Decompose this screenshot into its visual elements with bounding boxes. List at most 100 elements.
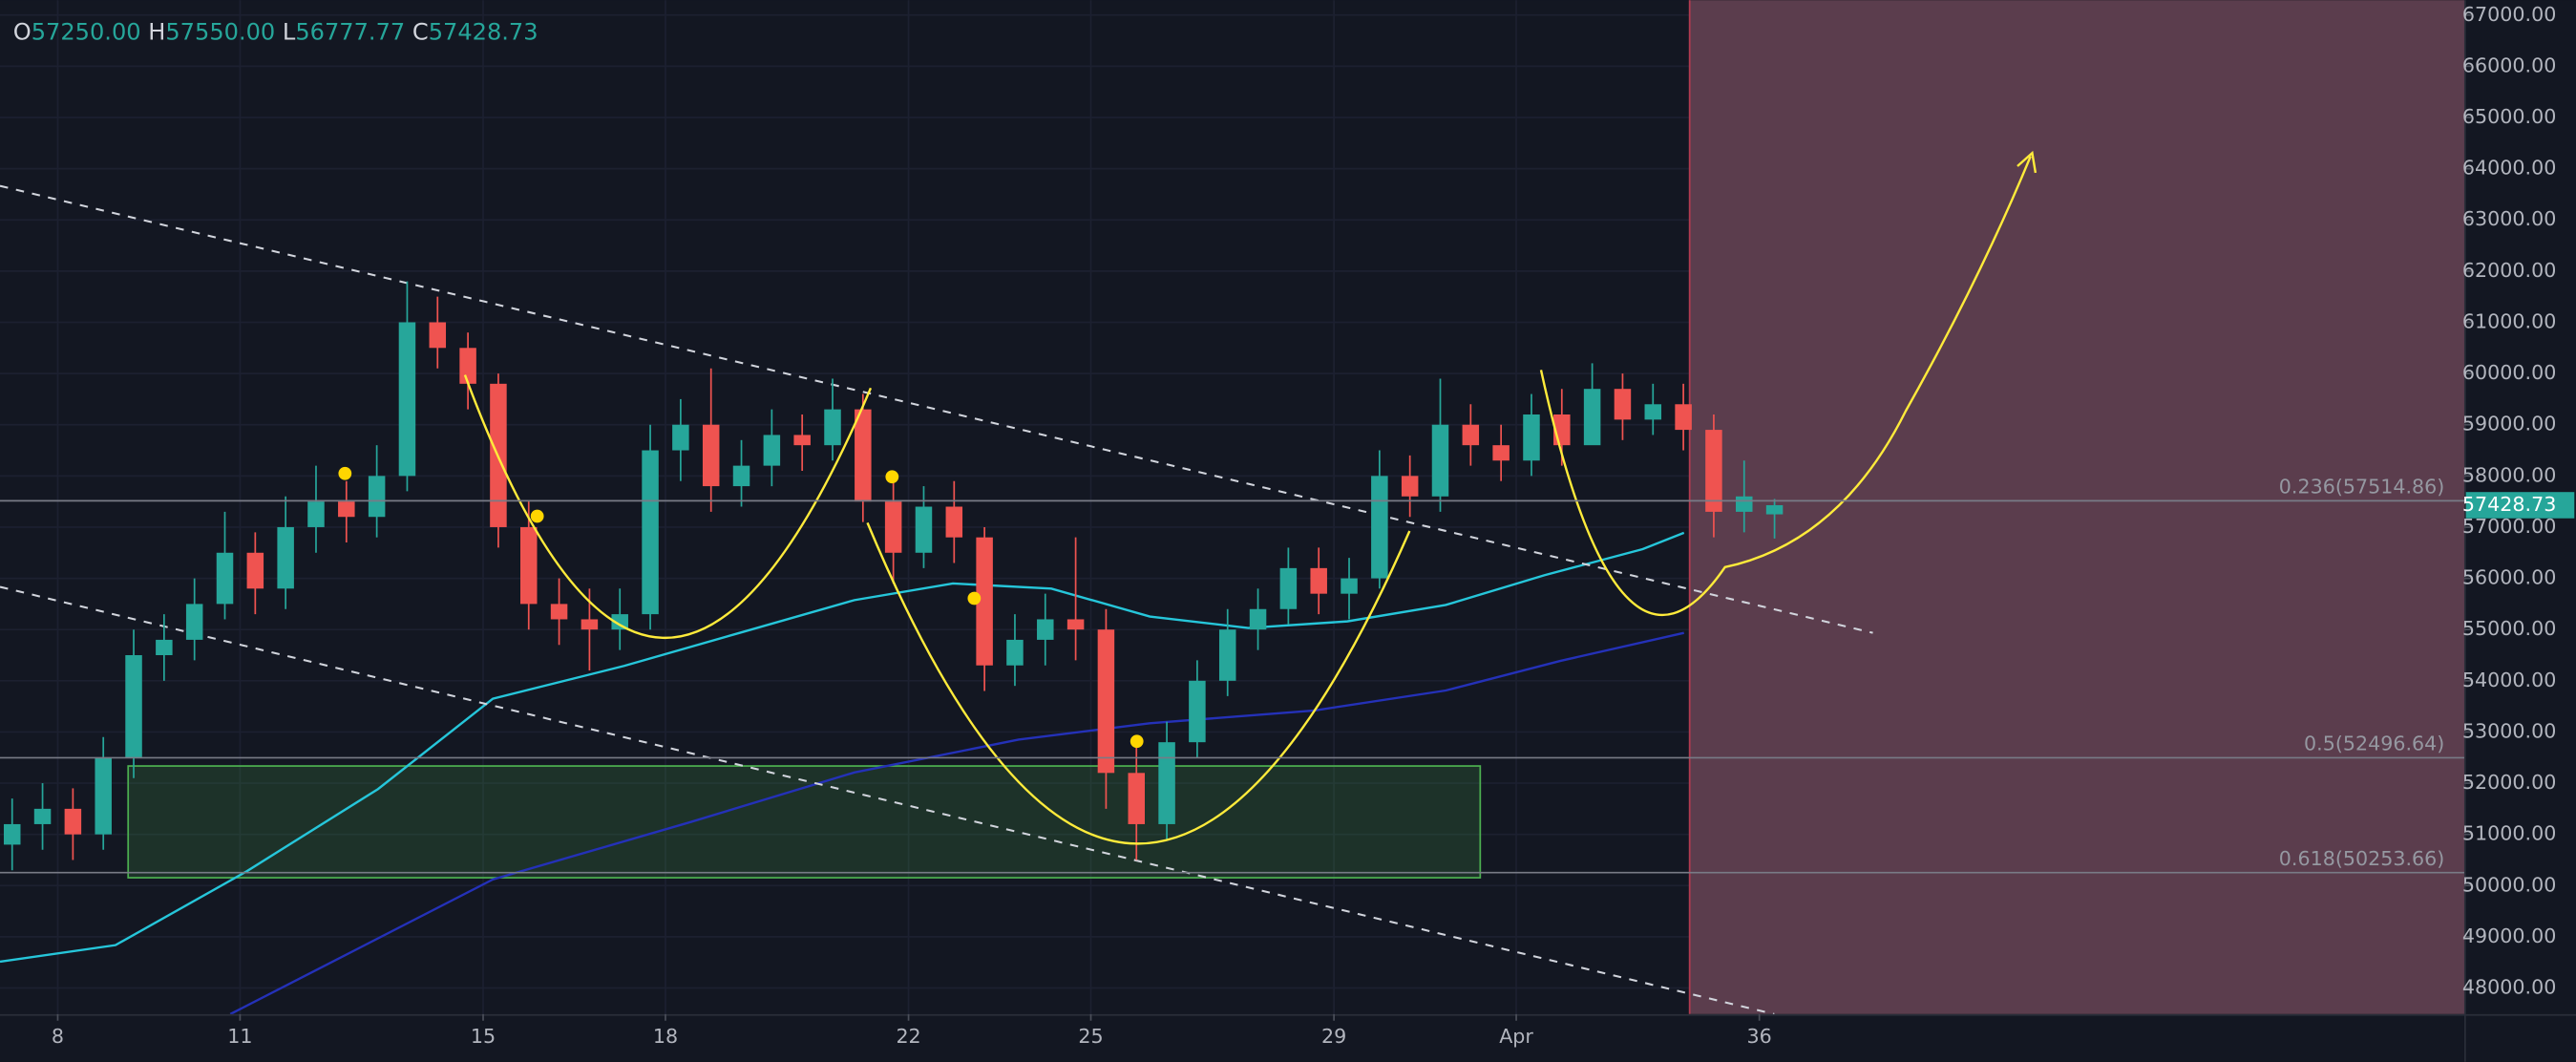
fib-label: 0.618(50253.66) [2279, 847, 2445, 870]
fib-label: 0.236(57514.86) [2279, 476, 2445, 499]
y-tick-label: 66000.00 [2462, 53, 2556, 76]
candle-body [1097, 629, 1115, 774]
fib-label: 0.5(52496.64) [2304, 733, 2444, 755]
candle-body [216, 552, 234, 605]
y-tick-label: 62000.00 [2462, 259, 2556, 282]
candle-body [550, 604, 568, 620]
candle-body [398, 322, 416, 477]
cup-curve [463, 374, 873, 639]
candle-body [915, 506, 933, 553]
x-tick-label: 29 [1321, 1025, 1346, 1048]
x-tick-label: Apr [1499, 1025, 1533, 1048]
candle-body [1066, 619, 1085, 630]
candle-body [246, 552, 264, 589]
ohlc-value: 57550.00 [165, 19, 275, 46]
y-tick-label: 53000.00 [2462, 719, 2556, 742]
candle-body [33, 808, 52, 824]
candle-body [125, 655, 142, 758]
highlight-zone [1688, 0, 2464, 1014]
candle-body [1644, 404, 1662, 420]
candle-body [1158, 742, 1175, 824]
candle-body [338, 501, 355, 518]
marker-dot [1130, 734, 1144, 749]
candle-body [459, 348, 476, 384]
candle-body [702, 424, 720, 487]
overlays [0, 531, 1685, 1015]
candle-body [1249, 608, 1267, 630]
time-axis [0, 1013, 2464, 1062]
x-tick-label: 15 [471, 1025, 496, 1048]
candle-body [95, 757, 112, 835]
ohlc-key: C [412, 19, 429, 46]
candle-body [763, 435, 781, 466]
y-tick-label: 67000.00 [2462, 3, 2556, 26]
x-tick-label: 11 [227, 1025, 252, 1048]
y-tick-label: 55000.00 [2462, 617, 2556, 640]
x-tick-label: 22 [896, 1025, 920, 1048]
candle-body [884, 501, 902, 553]
marker-dot [338, 466, 352, 480]
y-tick-label: 60000.00 [2462, 361, 2556, 384]
candle-body [1492, 445, 1510, 461]
candle-body [824, 409, 841, 446]
y-tick-label: 49000.00 [2462, 924, 2556, 947]
candle-body [277, 526, 294, 589]
candle-body [581, 619, 599, 630]
candle-body [1218, 629, 1236, 681]
candle-body [642, 450, 659, 615]
y-tick-label: 51000.00 [2462, 822, 2556, 845]
candle-body [611, 614, 628, 630]
candle-body [1614, 389, 1632, 420]
candle-body [1037, 619, 1054, 640]
markers [338, 466, 1144, 749]
x-tick-label: 36 [1747, 1025, 1772, 1048]
marker-dot [530, 509, 544, 523]
ohlc-key: O [13, 19, 32, 46]
candle-body [1341, 578, 1358, 594]
y-tick-label: 58000.00 [2462, 463, 2556, 486]
candle-body [1189, 680, 1206, 743]
demand-zone [127, 765, 1482, 879]
candle-body [1675, 404, 1692, 431]
candle-body [945, 506, 963, 538]
candle-body [1401, 476, 1419, 497]
candle-body [1705, 430, 1722, 512]
y-tick-label: 48000.00 [2462, 976, 2556, 999]
candle-body [793, 435, 811, 446]
candle-body [1431, 424, 1449, 497]
candle-body [429, 322, 447, 349]
ohlc-value: 57428.73 [429, 19, 538, 46]
candle-body [1310, 567, 1327, 594]
marker-dot [885, 470, 899, 484]
ohlc-header: O57250.00 H57550.00 L56777.77 C57428.73 [13, 19, 538, 46]
candle-body [520, 526, 538, 605]
moving-average [229, 631, 1684, 1015]
candle-body [1765, 504, 1784, 515]
candle-body [64, 808, 82, 835]
candle-body [1523, 414, 1540, 461]
candles [3, 281, 1784, 871]
ohlc-key: L [283, 19, 296, 46]
y-tick-label: 59000.00 [2462, 413, 2556, 435]
candle-body [156, 639, 173, 656]
price-axis [2463, 0, 2576, 1062]
ohlc-value: 57250.00 [32, 19, 141, 46]
x-tick-label: 25 [1078, 1025, 1103, 1048]
fib-levels: 0.236(57514.86) 0.5(52496.64) 0.618(50253.… [0, 476, 2464, 874]
candle-body [1006, 639, 1024, 666]
candle-body [1371, 476, 1388, 579]
candle-body [1128, 773, 1146, 824]
drawings [463, 150, 2038, 845]
candle-body [672, 424, 689, 451]
ohlc-key: H [148, 19, 165, 46]
moving-average [0, 531, 1685, 964]
y-tick-label: 64000.00 [2462, 157, 2556, 180]
axis-labels: 48000.00 49000.00 50000.00 51000.00 52000.00… [52, 3, 2575, 1048]
price-tag [2465, 492, 2575, 519]
candle-body [855, 409, 872, 502]
candle-body [185, 604, 203, 640]
